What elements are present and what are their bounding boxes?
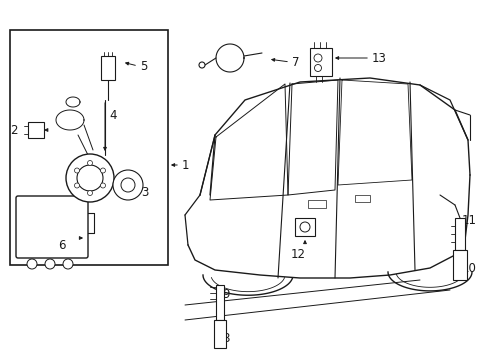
Bar <box>28 122 44 138</box>
Circle shape <box>121 178 135 192</box>
Text: 4: 4 <box>109 108 116 122</box>
Text: 8: 8 <box>222 332 229 345</box>
Bar <box>309 48 331 76</box>
Circle shape <box>299 222 309 232</box>
Circle shape <box>74 168 80 173</box>
Text: 12: 12 <box>290 248 305 261</box>
Circle shape <box>199 62 204 68</box>
Text: 7: 7 <box>291 55 299 68</box>
Bar <box>294 218 314 236</box>
Circle shape <box>101 168 105 173</box>
Text: 2: 2 <box>10 123 18 136</box>
Circle shape <box>101 183 105 188</box>
Circle shape <box>63 259 73 269</box>
Text: 6: 6 <box>58 239 65 252</box>
Bar <box>454 218 464 250</box>
Bar <box>452 250 466 280</box>
Circle shape <box>113 170 142 200</box>
FancyBboxPatch shape <box>16 196 88 258</box>
Bar <box>101 56 115 80</box>
Bar <box>214 320 225 348</box>
Bar <box>10 30 168 265</box>
Text: 3: 3 <box>141 185 148 198</box>
Circle shape <box>74 183 80 188</box>
Text: 10: 10 <box>461 261 476 274</box>
Circle shape <box>313 54 321 62</box>
Circle shape <box>27 259 37 269</box>
Text: 13: 13 <box>371 51 386 64</box>
Text: 9: 9 <box>222 288 229 302</box>
Circle shape <box>77 165 103 191</box>
Bar <box>354 195 369 202</box>
Text: 1: 1 <box>182 158 189 171</box>
Circle shape <box>87 161 92 166</box>
Text: 11: 11 <box>461 213 476 226</box>
Text: 5: 5 <box>140 59 147 72</box>
Bar <box>307 200 325 208</box>
Circle shape <box>66 154 114 202</box>
Circle shape <box>45 259 55 269</box>
Bar <box>216 285 224 320</box>
Circle shape <box>314 64 321 72</box>
Circle shape <box>87 190 92 195</box>
